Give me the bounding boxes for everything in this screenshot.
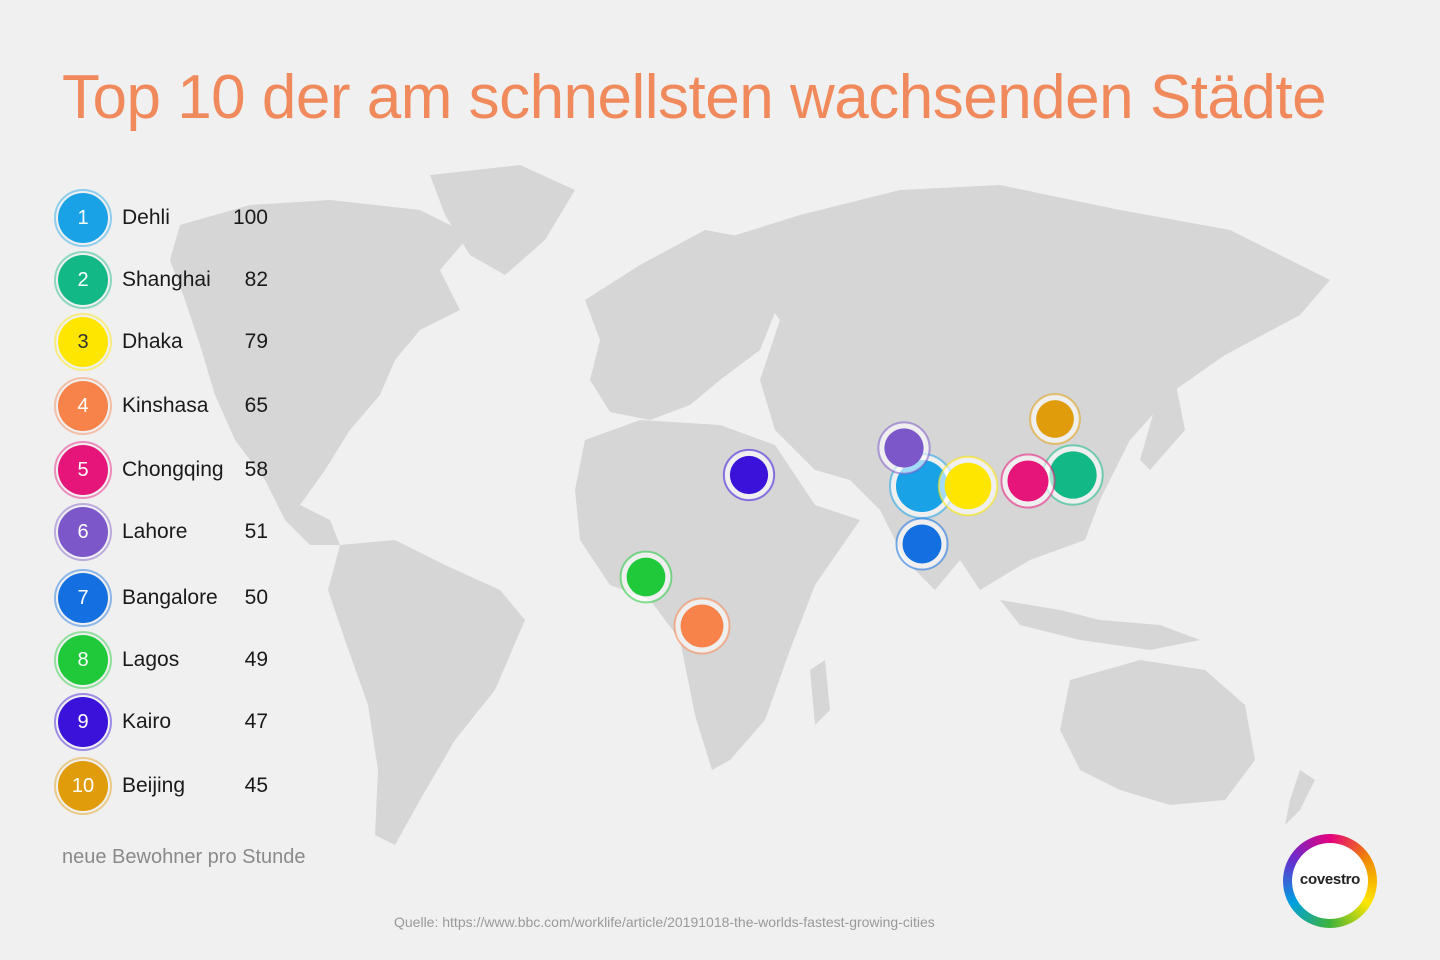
city-markers: [619, 393, 1104, 655]
city-name: Lagos: [122, 648, 180, 671]
rank-badge: 8: [54, 631, 112, 689]
rank-badge: 7: [54, 569, 112, 627]
rank-badge: 1: [54, 189, 112, 247]
marker-lahore: [877, 421, 931, 475]
land-asia: [720, 185, 1330, 590]
city-name: Bangalore: [122, 586, 218, 609]
city-value: 100: [232, 206, 268, 229]
rank-number: 9: [77, 710, 89, 733]
legend-row-beijing: 10 Beijing 45: [54, 757, 356, 818]
city-name: Shanghai: [122, 268, 211, 291]
rank-badge: 2: [54, 251, 112, 309]
city-ranking-legend: 1 Dehli 100 2 Shanghai 82 3 Dhaka 79 4 Kinshasa 65 5…: [54, 188, 356, 818]
rank-number: 2: [77, 268, 89, 291]
city-value: 82: [244, 268, 268, 291]
marker-chongqing: [1000, 453, 1056, 509]
rank-number: 5: [77, 458, 89, 481]
page-title: Top 10 der am schnellsten wachsenden Stä…: [62, 63, 1327, 132]
land-indonesia: [1000, 600, 1200, 650]
legend-row-lahore: 6 Lahore 51: [54, 503, 356, 564]
marker-dot: [902, 524, 942, 564]
rank-badge: 5: [54, 441, 112, 499]
legend-row-chongqing: 5 Chongqing 58: [54, 441, 356, 502]
land-north-america: [170, 200, 470, 545]
city-name: Dehli: [122, 206, 170, 229]
city-value: 45: [244, 774, 268, 797]
city-name: Chongqing: [122, 458, 224, 481]
source-citation: Quelle: https://www.bbc.com/worklife/art…: [394, 914, 935, 930]
legend-row-lagos: 8 Lagos 49: [54, 631, 356, 692]
land-new-zealand: [1285, 770, 1315, 825]
marker-kairo: [722, 448, 776, 502]
covestro-logo: covestro: [1283, 834, 1377, 928]
legend-row-kairo: 9 Kairo 47: [54, 693, 356, 754]
rank-number: 10: [71, 774, 95, 797]
rank-badge: 9: [54, 693, 112, 751]
rank-badge: 10: [54, 757, 112, 815]
marker-dot: [944, 462, 992, 510]
rank-badge: 3: [54, 313, 112, 371]
legend-row-shanghai: 2 Shanghai 82: [54, 251, 356, 312]
unit-note: neue Bewohner pro Stunde: [62, 846, 306, 868]
land-madagascar: [810, 660, 830, 725]
city-value: 58: [244, 458, 268, 481]
marker-dot: [680, 604, 724, 648]
marker-kinshasa: [673, 597, 731, 655]
city-name: Beijing: [122, 774, 186, 797]
city-value: 51: [244, 520, 268, 543]
city-value: 79: [244, 330, 268, 353]
city-value: 65: [244, 394, 268, 417]
land-europe: [585, 230, 780, 420]
land-uk: [600, 282, 622, 328]
marker-dot: [1049, 451, 1097, 499]
marker-dot: [884, 428, 924, 468]
city-name: Dhaka: [122, 330, 183, 353]
logo-inner: [1292, 843, 1368, 919]
city-value: 49: [244, 648, 268, 671]
marker-bangalore: [895, 517, 949, 571]
logo-text: covestro: [1299, 871, 1361, 888]
marker-beijing: [1029, 393, 1081, 445]
rank-number: 4: [77, 394, 89, 417]
legend-row-kinshasa: 4 Kinshasa 65: [54, 377, 356, 438]
land-japan: [1140, 380, 1185, 470]
city-value: 50: [244, 586, 268, 609]
land-south-america: [328, 540, 525, 845]
marker-dot: [1007, 460, 1049, 502]
marker-dot: [729, 455, 769, 495]
rank-number: 6: [77, 520, 89, 543]
land-africa: [575, 420, 860, 770]
city-name: Kairo: [122, 710, 172, 733]
land-greenland: [430, 165, 575, 275]
rank-number: 1: [77, 206, 89, 229]
marker-dot: [1036, 400, 1074, 438]
rank-badge: 4: [54, 377, 112, 435]
marker-shanghai: [1042, 444, 1104, 506]
city-name: Kinshasa: [122, 394, 209, 417]
city-name: Lahore: [122, 520, 188, 543]
marker-lagos: [619, 550, 673, 604]
city-value: 47: [244, 710, 268, 733]
rank-number: 7: [77, 586, 89, 609]
legend-row-dhaka: 3 Dhaka 79: [54, 313, 356, 374]
rank-number: 3: [77, 330, 89, 353]
legend-row-bangalore: 7 Bangalore 50: [54, 569, 356, 630]
marker-dhaka: [937, 455, 999, 517]
land-australia: [1060, 660, 1255, 805]
rank-badge: 6: [54, 503, 112, 561]
marker-dot: [626, 557, 666, 597]
legend-row-dehli: 1 Dehli 100: [54, 189, 356, 250]
rank-number: 8: [77, 648, 89, 671]
